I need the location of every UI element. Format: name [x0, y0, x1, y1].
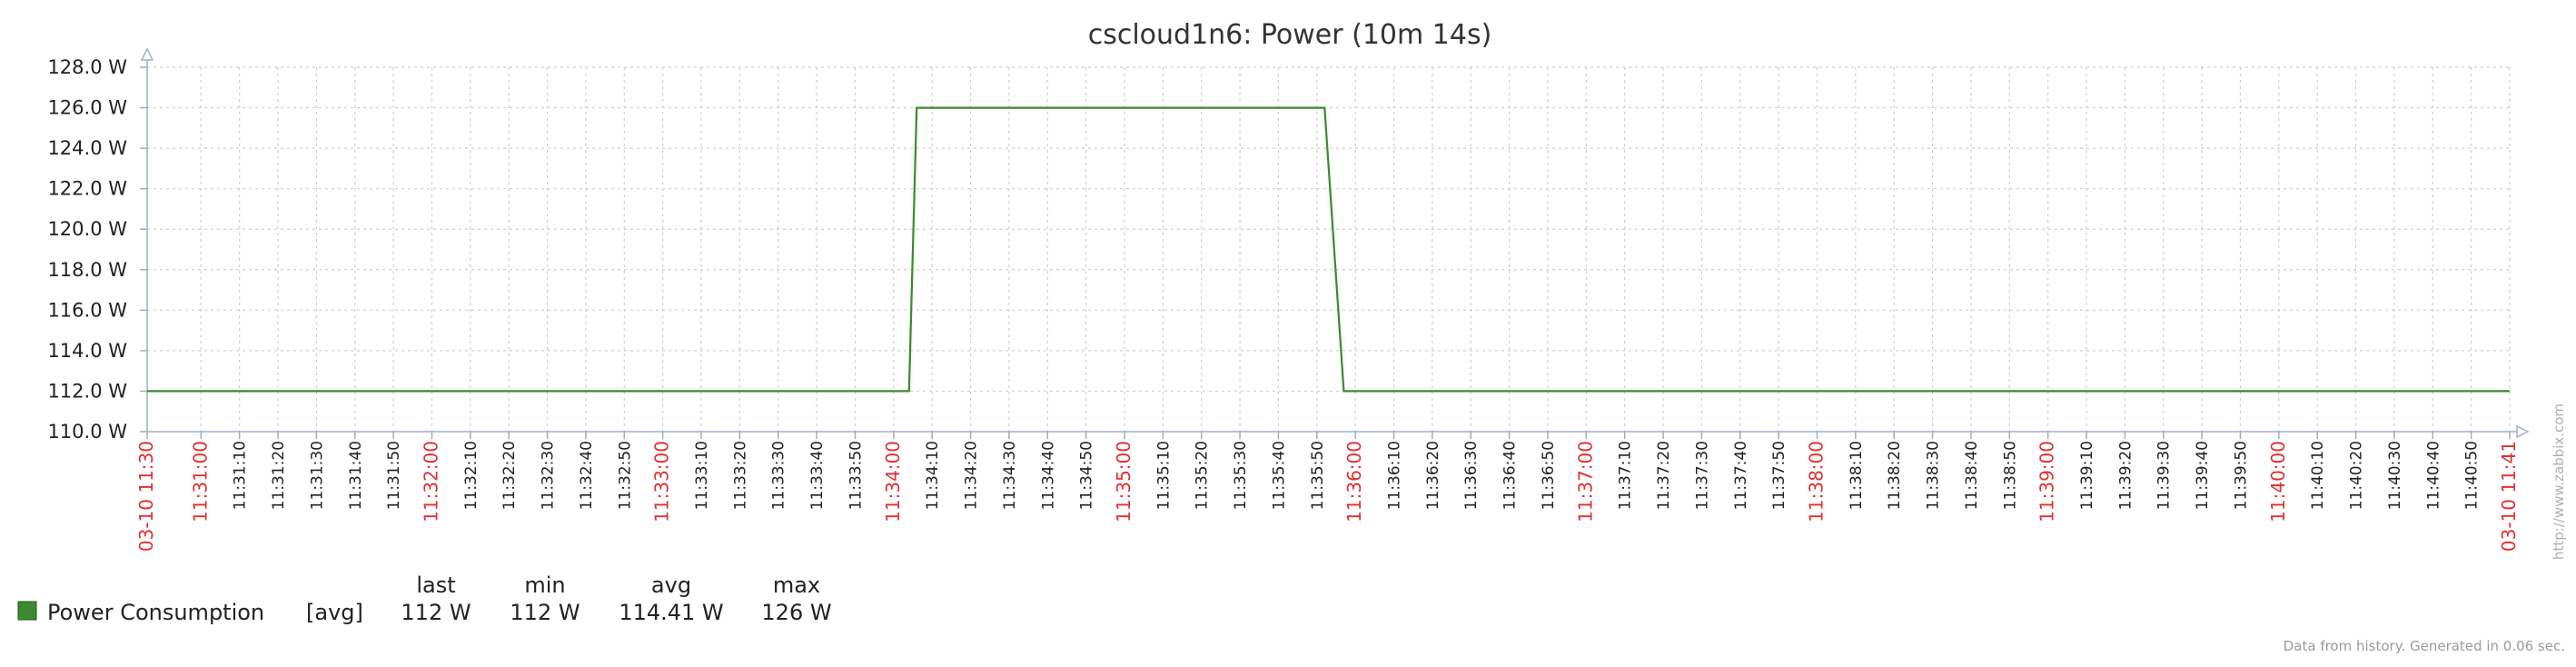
x-tick-label: 11:31:20: [270, 441, 288, 510]
x-tick-label: 11:34:00: [882, 441, 904, 523]
x-tick-label: 11:40:30: [2386, 441, 2404, 510]
x-tick-label: 11:40:10: [2309, 441, 2327, 510]
legend-value-max: 126 W: [761, 600, 831, 625]
x-tick-label: 11:39:30: [2155, 441, 2174, 510]
x-tick-label: 03-10 11:41: [2498, 441, 2520, 552]
x-tick-label: 11:38:40: [1963, 441, 1981, 510]
x-tick-label: 11:39:40: [2194, 441, 2212, 510]
legend-value-last: 112 W: [401, 600, 471, 625]
x-tick-label: 11:35:30: [1232, 441, 1250, 510]
x-tick-label: 11:33:10: [693, 441, 711, 510]
x-tick-label: 11:34:20: [963, 441, 981, 510]
y-tick-label: 122.0 W: [47, 178, 127, 200]
watermark: http://www.zabbix.com: [2551, 403, 2567, 560]
x-tick-label: 11:33:40: [808, 441, 827, 510]
x-tick-label: 11:37:50: [1770, 441, 1788, 510]
x-tick-label: 11:39:00: [2036, 441, 2058, 523]
x-tick-label: 11:38:30: [1925, 441, 1943, 510]
x-tick-label: 11:39:20: [2116, 441, 2135, 510]
x-axis-ticks: 03-10 11:30 11:31:00 11:31:10 11:31:20 11:31…: [135, 432, 2520, 552]
x-tick-label: 11:37:30: [1693, 441, 1711, 510]
x-tick-label: 11:31:00: [189, 441, 211, 523]
x-tick-label: 11:38:20: [1886, 441, 1904, 510]
y-tick-label: 112.0 W: [47, 380, 127, 402]
x-tick-label: 11:37:40: [1732, 441, 1750, 510]
legend-header-avg: avg: [651, 572, 691, 598]
x-tick-label: 11:40:00: [2267, 441, 2289, 523]
y-tick-label: 116.0 W: [47, 299, 127, 321]
x-tick-label: 11:35:10: [1154, 441, 1173, 510]
x-tick-label: 11:36:30: [1462, 441, 1481, 510]
x-tick-label: 11:39:10: [2078, 441, 2096, 510]
legend-header-last: last: [416, 572, 455, 598]
x-tick-label: 11:38:50: [2001, 441, 2019, 510]
x-tick-label: 11:35:50: [1309, 441, 1327, 510]
x-tick-label: 11:37:10: [1617, 441, 1635, 510]
legend-value-min: 112 W: [510, 600, 580, 625]
x-tick-label: 11:36:40: [1501, 441, 1520, 510]
x-tick-label: 11:38:10: [1848, 441, 1866, 510]
legend: Power Consumption [avg] last min avg max…: [17, 572, 832, 625]
x-tick-label: 11:34:30: [1001, 441, 1019, 510]
legend-series-name: Power Consumption: [47, 600, 264, 625]
x-tick-label: 11:39:50: [2232, 441, 2250, 510]
x-tick-label: 11:37:00: [1574, 441, 1596, 523]
x-tick-label: 11:36:20: [1424, 441, 1442, 510]
axes: [140, 47, 2530, 439]
x-tick-label: 11:34:40: [1039, 441, 1057, 510]
x-tick-label: 11:36:50: [1540, 441, 1558, 510]
x-tick-label: 11:31:30: [308, 441, 326, 510]
x-tick-label: 11:32:30: [540, 441, 558, 510]
x-tick-label: 11:35:20: [1194, 441, 1212, 510]
x-tick-label: 11:35:40: [1270, 441, 1288, 510]
legend-header-min: min: [524, 572, 565, 598]
x-tick-label: 11:32:00: [420, 441, 441, 523]
footer-note: Data from history. Generated in 0.06 sec…: [2284, 638, 2565, 654]
series-layer: [147, 106, 2510, 393]
x-tick-label: 11:31:50: [385, 441, 403, 510]
series-line-power-consumption: [147, 106, 2510, 393]
y-tick-label: 126.0 W: [47, 97, 127, 119]
legend-value-avg: 114.41 W: [619, 600, 723, 625]
x-tick-label: 11:33:50: [847, 441, 865, 510]
y-tick-label: 128.0 W: [47, 56, 127, 78]
y-tick-label: 118.0 W: [47, 259, 127, 281]
legend-header-max: max: [773, 572, 820, 598]
y-axis-ticks: 110.0 W 112.0 W 114.0 W 116.0 W 118.0 W 120.0…: [47, 56, 147, 443]
x-tick-label: 11:40:20: [2348, 441, 2366, 510]
legend-func: [avg]: [306, 600, 363, 625]
x-tick-label: 11:33:00: [651, 441, 673, 523]
legend-swatch: [17, 601, 37, 621]
x-tick-label: 11:35:00: [1113, 441, 1134, 523]
x-tick-label: 11:32:10: [462, 441, 481, 510]
x-tick-label: 11:36:10: [1386, 441, 1404, 510]
y-axis-arrow: [140, 47, 154, 61]
y-tick-label: 124.0 W: [47, 137, 127, 159]
x-tick-label: 11:31:10: [232, 441, 250, 510]
x-tick-label: 11:32:40: [578, 441, 596, 510]
x-tick-label: 11:34:10: [924, 441, 942, 510]
y-tick-label: 120.0 W: [47, 218, 127, 240]
x-tick-label: 11:33:20: [731, 441, 749, 510]
x-tick-label: 11:40:40: [2424, 441, 2442, 510]
x-tick-label: 11:32:20: [500, 441, 519, 510]
x-tick-label: 11:34:50: [1078, 441, 1096, 510]
x-tick-label: 11:33:30: [770, 441, 788, 510]
y-tick-label: 110.0 W: [47, 421, 127, 443]
chart-title: cscloud1n6: Power (10m 14s): [1088, 19, 1492, 51]
x-tick-label: 11:37:20: [1655, 441, 1673, 510]
x-tick-label: 11:40:50: [2463, 441, 2482, 510]
x-tick-label: 03-10 11:30: [135, 441, 157, 552]
x-tick-label: 11:32:50: [616, 441, 634, 510]
x-tick-label: 11:38:00: [1805, 441, 1827, 523]
x-tick-label: 11:36:00: [1343, 441, 1365, 523]
x-tick-label: 11:31:40: [347, 441, 365, 510]
x-axis-arrow: [2516, 424, 2530, 439]
y-tick-label: 114.0 W: [47, 340, 127, 362]
